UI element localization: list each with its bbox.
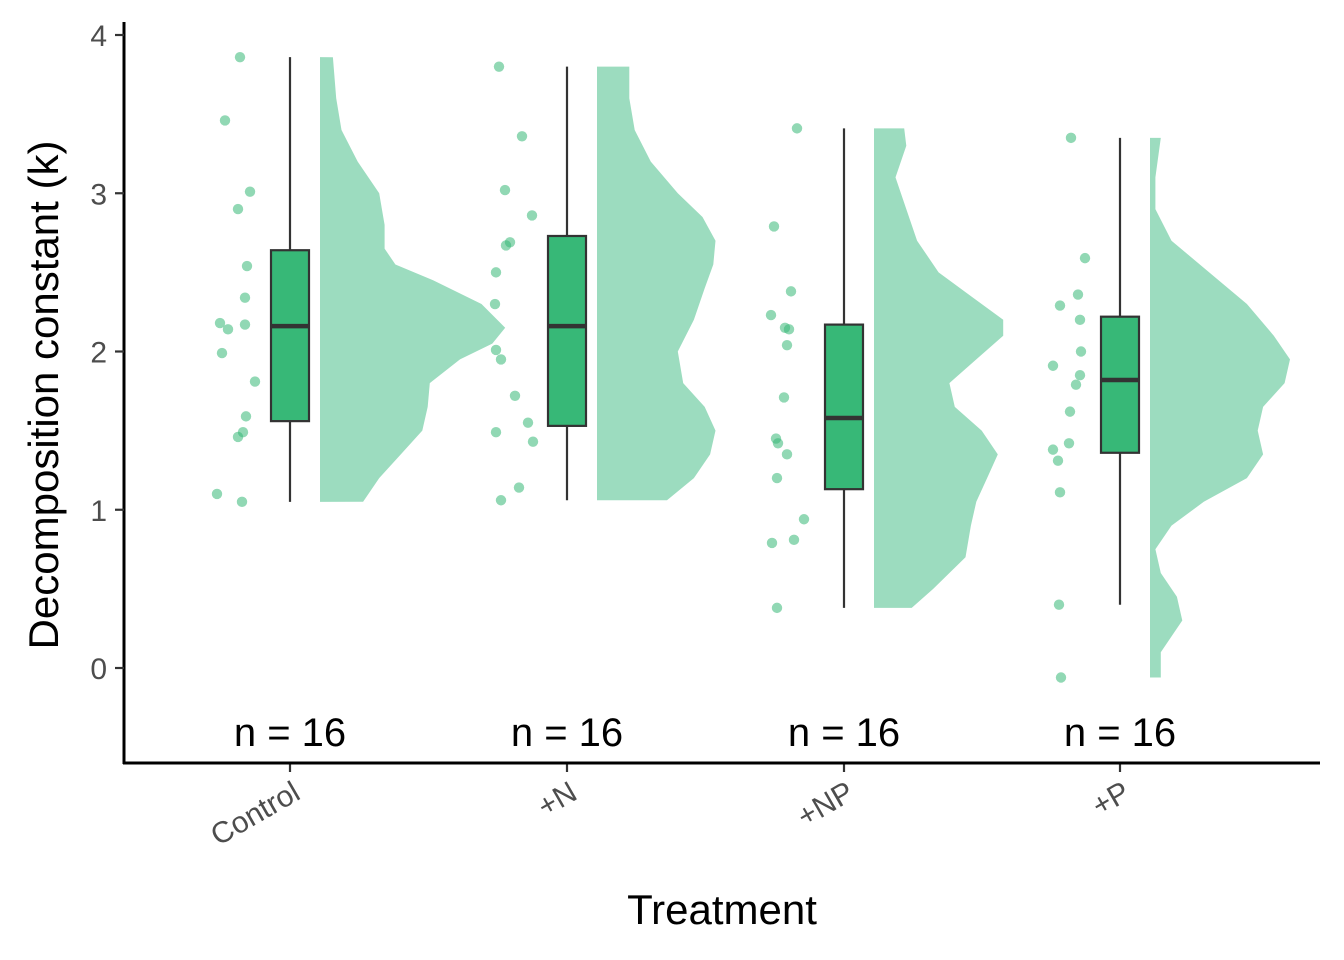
point-n (495, 354, 507, 365)
y-tick-label: 0 (90, 653, 107, 686)
point-control (234, 51, 246, 63)
point-control (239, 292, 251, 303)
point-np (771, 472, 783, 484)
point-control (222, 324, 234, 335)
point-np (781, 339, 793, 351)
y-tick-label: 4 (90, 20, 107, 53)
point-control (232, 431, 244, 443)
point-p (1054, 300, 1066, 311)
point-p (1072, 289, 1084, 300)
point-n (499, 184, 511, 196)
point-control (214, 317, 226, 329)
point-n (489, 298, 501, 310)
point-n (500, 240, 512, 251)
point-control (249, 376, 261, 387)
point-control (216, 347, 228, 359)
x-tick-label-n: +N (532, 775, 582, 823)
point-p (1075, 346, 1087, 357)
point-p (1047, 444, 1059, 455)
n-label-np: n = 16 (788, 711, 900, 755)
point-np (771, 602, 783, 614)
point-n (490, 427, 502, 438)
point-control (244, 186, 256, 197)
point-n (509, 390, 521, 402)
point-p (1063, 438, 1075, 449)
point-n (495, 495, 507, 506)
point-n (522, 417, 534, 428)
point-n (490, 344, 502, 356)
violin-n (597, 66, 716, 501)
point-control (241, 260, 253, 272)
point-np (768, 221, 780, 232)
point-n (513, 482, 525, 493)
point-control (232, 203, 244, 215)
point-control (219, 115, 231, 126)
point-p (1074, 314, 1086, 326)
point-control (236, 496, 248, 508)
y-axis-title: Decomposition constant (k) (20, 141, 67, 650)
point-p (1070, 379, 1082, 390)
x-tick-label-p: +P (1086, 775, 1135, 822)
point-p (1047, 360, 1059, 371)
group-np: n = 16 (765, 123, 1004, 755)
point-p (1079, 252, 1091, 264)
point-p (1074, 370, 1086, 381)
point-np (766, 537, 778, 549)
box-p (1099, 315, 1141, 454)
x-axis-title: Treatment (627, 886, 817, 933)
point-np (791, 123, 803, 134)
point-control (211, 488, 223, 500)
point-p (1064, 406, 1076, 417)
group-control: n = 16 (211, 51, 506, 755)
point-n (527, 436, 539, 447)
violin-control (320, 57, 506, 502)
n-label-p: n = 16 (1064, 711, 1176, 755)
x-tick-label-np: +NP (792, 775, 860, 833)
point-p (1052, 455, 1064, 466)
violin-p (1150, 137, 1290, 678)
y-tick-label: 2 (90, 337, 107, 370)
n-label-n: n = 16 (511, 711, 623, 755)
point-np (785, 286, 797, 297)
point-control (240, 411, 252, 422)
point-control (239, 319, 251, 330)
point-n (526, 210, 538, 221)
box-n (546, 234, 588, 427)
point-np (783, 324, 795, 335)
point-np (765, 309, 777, 321)
point-n (516, 131, 528, 142)
point-np (772, 438, 784, 449)
point-n (493, 61, 505, 72)
x-tick-label-control: Control (205, 775, 305, 852)
point-p (1065, 132, 1077, 144)
y-tick-label: 1 (90, 495, 107, 528)
point-np (778, 392, 790, 403)
box-np (823, 323, 865, 491)
point-np (781, 449, 793, 460)
point-p (1053, 599, 1065, 610)
group-n: n = 16 (489, 61, 716, 755)
violin-np (874, 128, 1004, 608)
n-label-control: n = 16 (234, 711, 346, 755)
point-p (1054, 487, 1066, 498)
y-tick-label: 3 (90, 178, 107, 211)
box-control (269, 249, 311, 423)
point-n (490, 267, 502, 278)
group-p: n = 16 (1047, 132, 1290, 755)
plot-marks: n = 16 n = 16 n = 16 n = 16 (211, 51, 1290, 755)
point-p (1055, 672, 1067, 683)
point-np (798, 514, 810, 525)
point-np (788, 534, 800, 546)
